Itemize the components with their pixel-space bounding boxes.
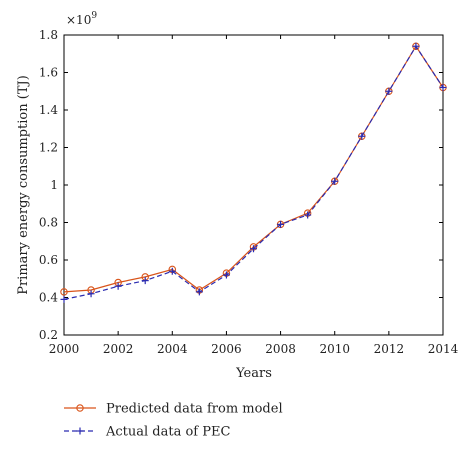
x-tick-label: 2012: [374, 342, 405, 356]
y-tick-label: 1.6: [39, 66, 58, 80]
series-line-1: [63, 45, 444, 300]
x-tick-label: 2008: [265, 342, 296, 356]
y-axis-multiplier: ×109: [66, 11, 97, 27]
multiplier-exponent: 9: [91, 11, 97, 21]
data-point-plus: [87, 290, 95, 298]
y-tick-label: 1.8: [39, 28, 58, 42]
x-axis-label: Years: [235, 366, 272, 381]
x-tick-label: 2006: [211, 342, 242, 356]
y-tick-label: 0.2: [39, 328, 58, 342]
y-tick-label: 0.4: [39, 291, 58, 305]
x-tick-label: 2002: [103, 342, 134, 356]
data-point-plus: [141, 277, 149, 285]
data-point-plus: [331, 177, 339, 185]
data-point-plus: [304, 211, 312, 219]
axes-frame: [63, 34, 444, 336]
data-point-plus: [168, 267, 176, 275]
data-point-plus: [412, 42, 420, 50]
data-point-plus: [114, 282, 122, 290]
legend: Predicted data from model Actual data of …: [64, 402, 283, 440]
series-line-0: [63, 45, 444, 293]
multiplier-base: ×10: [66, 13, 91, 27]
legend-label: Predicted data from model: [106, 402, 283, 417]
x-tick-label: 2010: [319, 342, 350, 356]
data-point-plus: [277, 220, 285, 228]
y-tick-label: 1.4: [39, 103, 58, 117]
plot-area: 2000 2002 2004 2006 2008 2010 2012 2014 0.2 0.4 0.…: [39, 28, 459, 356]
data-point-plus: [250, 245, 257, 253]
y-tick-label: 0.6: [39, 253, 58, 267]
y-axis-label: Primary energy consumption (TJ): [16, 75, 31, 295]
y-tick-label: 1.2: [39, 141, 58, 155]
y-tick-label: 1: [50, 178, 58, 192]
data-point-plus: [222, 271, 230, 279]
y-tick-label: 0.8: [39, 216, 58, 230]
x-tick-label: 2000: [49, 342, 80, 356]
data-point-circle: [60, 288, 68, 296]
x-tick-label: 2004: [157, 342, 188, 356]
legend-label: Actual data of PEC: [105, 425, 230, 440]
data-point-plus: [439, 84, 447, 91]
legend-marker-circle: [76, 404, 84, 412]
legend-entry: Predicted data from model: [64, 402, 283, 417]
data-point-plus: [385, 87, 393, 95]
data-point-plus: [60, 295, 68, 303]
x-tick-label: 2014: [428, 342, 459, 356]
data-point-plus: [358, 132, 366, 140]
data-point-plus: [195, 288, 203, 296]
legend-entry: Actual data of PEC: [64, 425, 230, 440]
